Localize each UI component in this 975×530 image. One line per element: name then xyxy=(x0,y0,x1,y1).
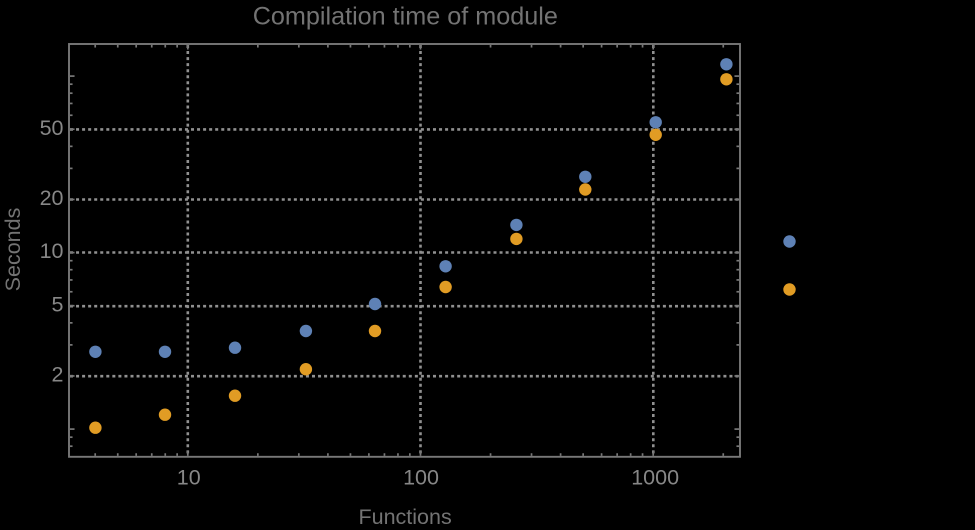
svg-text:Compilation time of module: Compilation time of module xyxy=(253,3,558,31)
svg-text:20: 20 xyxy=(40,186,64,210)
svg-text:1000: 1000 xyxy=(631,466,679,490)
svg-text:Seconds: Seconds xyxy=(1,208,25,292)
svg-text:2: 2 xyxy=(52,363,64,387)
svg-text:Functions: Functions xyxy=(358,505,451,525)
svg-text:10: 10 xyxy=(177,466,201,490)
svg-text:50: 50 xyxy=(40,116,64,140)
svg-text:10: 10 xyxy=(40,239,64,263)
svg-text:5: 5 xyxy=(52,293,64,317)
svg-text:100: 100 xyxy=(403,466,439,490)
